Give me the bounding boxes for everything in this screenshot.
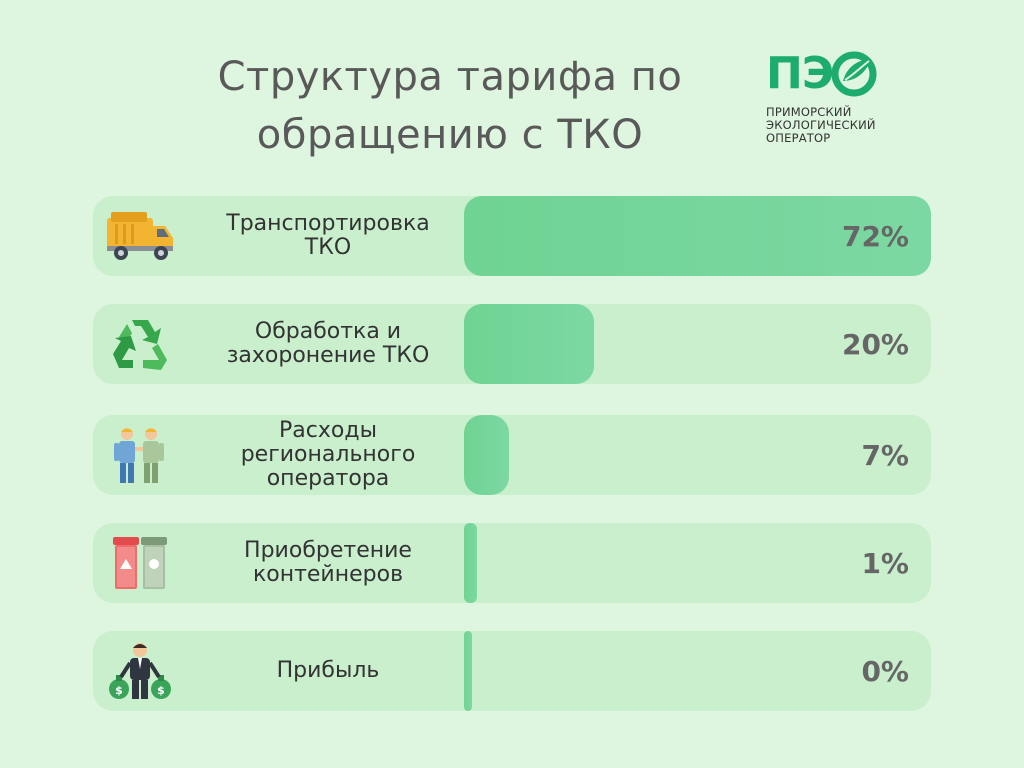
bar [464, 304, 594, 384]
table-row: Расходы регионального оператора 7% [93, 415, 931, 495]
containers-icon [105, 533, 175, 593]
category-label: Приобретение контейнеров [244, 538, 412, 587]
bar [464, 631, 472, 711]
category-label: Транспортировка ТКО [226, 211, 430, 260]
table-row: Транспортировка ТКО 72% [93, 196, 931, 276]
businessman-icon [105, 641, 175, 701]
leaf-emblem-icon [831, 51, 877, 97]
logo-text: ПРИМОРСКИЙ ЭКОЛОГИЧЕСКИЙ ОПЕРАТОР [766, 106, 916, 145]
category-label: Расходы регионального оператора [240, 418, 416, 491]
table-row: Прибыль 0% [93, 631, 931, 711]
page-title: Структура тарифа по обращению с ТКО [190, 48, 710, 164]
bar [464, 523, 477, 603]
category-label: Прибыль [276, 658, 380, 683]
value-label: 72% [841, 219, 909, 253]
value-label: 0% [861, 654, 909, 688]
title-line-1: Структура тарифа по [217, 54, 683, 100]
recycle-icon [105, 314, 175, 374]
bar [464, 196, 931, 276]
logo-text-line-2: ЭКОЛОГИЧЕСКИЙ [766, 118, 876, 132]
value-label: 7% [861, 438, 909, 472]
workers-icon [105, 425, 175, 485]
category-label: Обработка и захоронение ТКО [226, 319, 430, 368]
value-label: 20% [841, 327, 909, 361]
garbage-truck-icon [105, 206, 175, 266]
logo-text-line-3: ОПЕРАТОР [766, 131, 831, 145]
table-row: Приобретение контейнеров 1% [93, 523, 931, 603]
logo: ПЭ ПРИМОРСКИЙ ЭКОЛОГИЧЕСКИЙ ОПЕРАТОР [766, 48, 916, 145]
table-row: Обработка и захоронение ТКО 20% [93, 304, 931, 384]
value-label: 1% [861, 546, 909, 580]
logo-text-line-1: ПРИМОРСКИЙ [766, 105, 852, 119]
title-line-2: обращению с ТКО [256, 112, 644, 158]
logo-letters: ПЭ [766, 48, 834, 99]
bar [464, 415, 509, 495]
logo-mark: ПЭ [766, 48, 916, 100]
